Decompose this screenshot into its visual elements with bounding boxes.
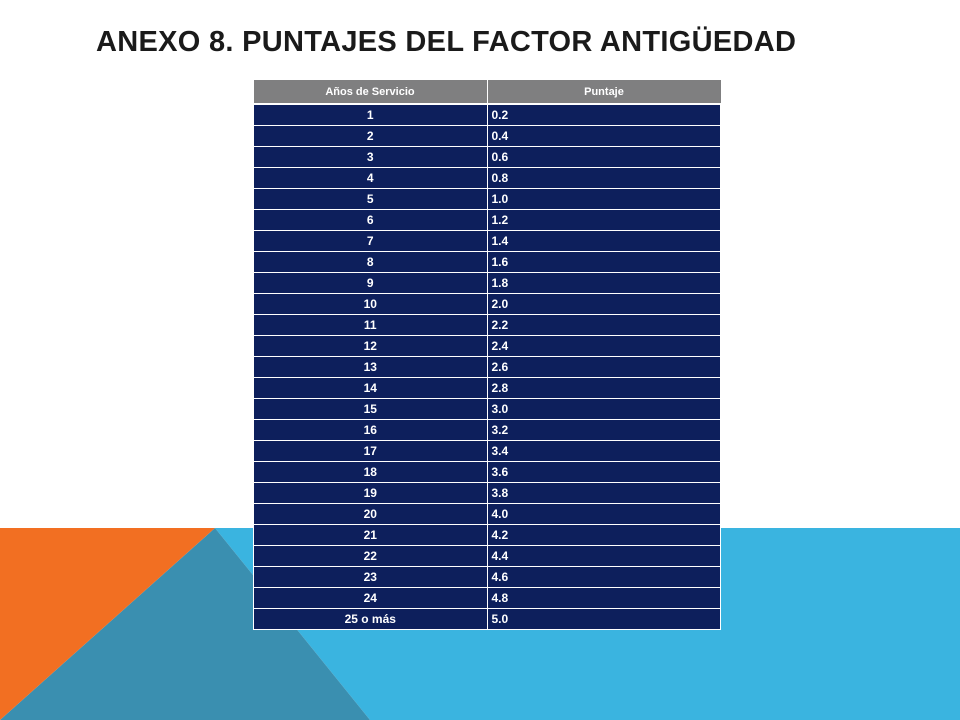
cell-score: 4.4 xyxy=(486,545,721,567)
table-row: 4 0.8 xyxy=(253,167,721,189)
table-row: 6 1.2 xyxy=(253,209,721,231)
table-row: 14 2.8 xyxy=(253,377,721,399)
cell-years: 18 xyxy=(253,461,488,483)
header-years-of-service: Años de Servicio xyxy=(253,80,488,105)
cell-score: 4.0 xyxy=(486,503,721,525)
table-header-row: Años de Servicio Puntaje xyxy=(253,80,721,105)
cell-score: 3.8 xyxy=(486,482,721,504)
cell-score: 1.0 xyxy=(486,188,721,210)
header-score: Puntaje xyxy=(487,80,721,105)
table-row: 8 1.6 xyxy=(253,251,721,273)
cell-score: 2.0 xyxy=(486,293,721,315)
cell-score: 3.2 xyxy=(486,419,721,441)
table-row: 25 o más 5.0 xyxy=(253,608,721,630)
slide-title: ANEXO 8. PUNTAJES DEL FACTOR ANTIGÜEDAD xyxy=(96,26,797,58)
cell-years: 20 xyxy=(253,503,488,525)
table-row: 13 2.6 xyxy=(253,356,721,378)
cell-years: 6 xyxy=(253,209,488,231)
table-row: 9 1.8 xyxy=(253,272,721,294)
cell-years: 21 xyxy=(253,524,488,546)
orange-triangle-shape xyxy=(0,528,215,720)
table-row: 2 0.4 xyxy=(253,125,721,147)
cell-years: 22 xyxy=(253,545,488,567)
table-row: 24 4.8 xyxy=(253,587,721,609)
cell-years: 11 xyxy=(253,314,488,336)
cell-years: 19 xyxy=(253,482,488,504)
cell-score: 3.6 xyxy=(486,461,721,483)
cell-years: 15 xyxy=(253,398,488,420)
cell-score: 0.6 xyxy=(486,146,721,168)
cell-years: 4 xyxy=(253,167,488,189)
cell-years: 16 xyxy=(253,419,488,441)
table-row: 20 4.0 xyxy=(253,503,721,525)
cell-years: 14 xyxy=(253,377,488,399)
cell-score: 1.4 xyxy=(486,230,721,252)
table-row: 22 4.4 xyxy=(253,545,721,567)
cell-score: 1.2 xyxy=(486,209,721,231)
table-row: 16 3.2 xyxy=(253,419,721,441)
table-row: 5 1.0 xyxy=(253,188,721,210)
cell-score: 4.6 xyxy=(486,566,721,588)
score-table: Años de Servicio Puntaje 1 0.2 2 0.4 3 0.6 4 0.… xyxy=(253,80,721,630)
cell-score: 5.0 xyxy=(486,608,721,630)
cell-years: 13 xyxy=(253,356,488,378)
cell-score: 2.6 xyxy=(486,356,721,378)
cell-years: 5 xyxy=(253,188,488,210)
cell-score: 0.2 xyxy=(486,103,721,126)
cell-years: 8 xyxy=(253,251,488,273)
table-row: 18 3.6 xyxy=(253,461,721,483)
cell-score: 1.6 xyxy=(486,251,721,273)
table-row: 7 1.4 xyxy=(253,230,721,252)
cell-score: 2.8 xyxy=(486,377,721,399)
table-row: 3 0.6 xyxy=(253,146,721,168)
cell-years: 1 xyxy=(253,103,488,126)
cell-years: 17 xyxy=(253,440,488,462)
cell-years: 2 xyxy=(253,125,488,147)
table-row: 10 2.0 xyxy=(253,293,721,315)
table-row: 19 3.8 xyxy=(253,482,721,504)
cell-score: 1.8 xyxy=(486,272,721,294)
cell-score: 3.0 xyxy=(486,398,721,420)
table-row: 11 2.2 xyxy=(253,314,721,336)
cell-years: 12 xyxy=(253,335,488,357)
cell-years: 3 xyxy=(253,146,488,168)
score-table-container: Años de Servicio Puntaje 1 0.2 2 0.4 3 0.6 4 0.… xyxy=(253,80,721,630)
cell-score: 4.8 xyxy=(486,587,721,609)
table-row: 17 3.4 xyxy=(253,440,721,462)
cell-years: 7 xyxy=(253,230,488,252)
table-row: 1 0.2 xyxy=(253,103,721,126)
cell-score: 2.2 xyxy=(486,314,721,336)
cell-score: 0.8 xyxy=(486,167,721,189)
table-row: 23 4.6 xyxy=(253,566,721,588)
dark-teal-shape xyxy=(0,528,370,720)
table-row: 12 2.4 xyxy=(253,335,721,357)
cell-score: 3.4 xyxy=(486,440,721,462)
table-row: 21 4.2 xyxy=(253,524,721,546)
table-body: 1 0.2 2 0.4 3 0.6 4 0.8 5 1.0 6 1.2 7 1.4 8 1.6 9 1.8 10 2.… xyxy=(253,103,721,630)
cell-years: 23 xyxy=(253,566,488,588)
cell-score: 0.4 xyxy=(486,125,721,147)
cell-years: 24 xyxy=(253,587,488,609)
cell-score: 4.2 xyxy=(486,524,721,546)
cell-score: 2.4 xyxy=(486,335,721,357)
cell-years: 25 o más xyxy=(253,608,488,630)
cell-years: 9 xyxy=(253,272,488,294)
cell-years: 10 xyxy=(253,293,488,315)
table-row: 15 3.0 xyxy=(253,398,721,420)
